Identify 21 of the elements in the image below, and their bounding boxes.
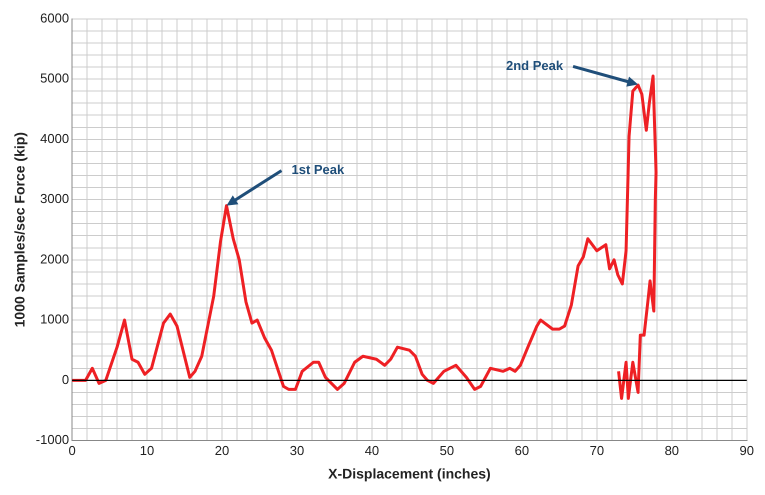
y-tick-label: 5000 (40, 70, 70, 86)
x-tick-label: 30 (290, 442, 304, 458)
x-tick-label: 10 (140, 442, 154, 458)
x-tick-label: 20 (214, 442, 230, 458)
x-tick-label: 60 (514, 442, 530, 458)
y-tick-label: 0 (62, 372, 70, 387)
y-axis-title: 1000 Samples/sec Force (kip) (11, 132, 28, 328)
x-tick-label: 80 (664, 442, 680, 458)
x-axis-title: X-Displacement (inches) (328, 465, 491, 482)
annotation: 2nd Peak (506, 58, 564, 74)
y-tick-label: 4000 (40, 130, 70, 146)
y-tick-label: 1000 (40, 312, 70, 327)
y-tick-label: 6000 (40, 10, 70, 26)
x-tick-label: 90 (740, 442, 754, 458)
y-tick-label: 3000 (40, 191, 70, 206)
x-tick-label: 70 (590, 442, 604, 458)
y-tick-label: -1000 (36, 432, 70, 448)
y-tick-label: 2000 (40, 251, 70, 266)
x-tick-label: 40 (364, 442, 380, 458)
annotation: 1st Peak (291, 162, 346, 178)
x-tick-label: 50 (440, 442, 454, 458)
